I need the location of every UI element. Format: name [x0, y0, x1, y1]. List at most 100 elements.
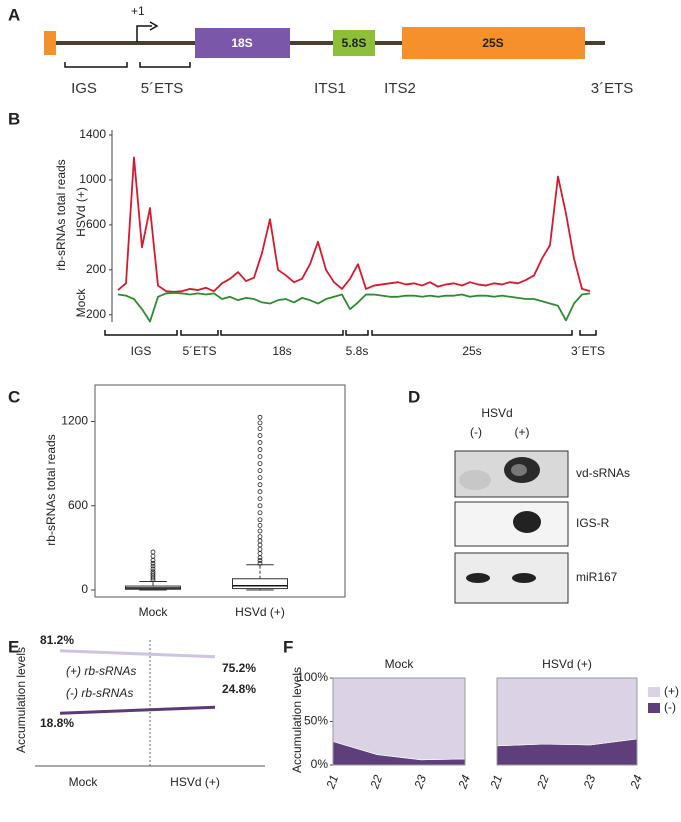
outlier	[257, 551, 263, 556]
series-name: Mock	[74, 288, 88, 318]
y-tick-label: 1400	[79, 127, 106, 141]
value-label: 81.2%	[40, 633, 74, 647]
region-label: 25s	[462, 344, 481, 358]
x-tick-label: 22	[534, 773, 552, 792]
value-label: 75.2%	[222, 661, 256, 675]
outlier	[257, 414, 263, 420]
outlier	[257, 560, 263, 566]
row-label: IGS-R	[576, 516, 610, 530]
y-tick-label: 0	[81, 582, 88, 596]
gene-label: 25S	[482, 36, 503, 50]
y-tick-label: 600	[68, 498, 88, 512]
panel-letter: B	[8, 109, 20, 128]
strip	[497, 655, 637, 675]
outlier	[150, 563, 156, 569]
outlier	[257, 558, 263, 563]
x-tick-label: HSVd (+)	[235, 605, 285, 619]
gene-label: 5.8S	[342, 36, 367, 50]
outlier	[257, 475, 263, 481]
x-tick-label: 23	[411, 773, 429, 792]
legend-label: (-)	[664, 700, 676, 714]
tss-label: +1	[131, 4, 145, 18]
lane-label: (+)	[515, 425, 530, 439]
y-tick-label: 1200	[61, 414, 88, 428]
series-line	[59, 705, 216, 715]
region-bracket	[180, 330, 219, 336]
value-label: 24.8%	[222, 682, 256, 696]
series-line	[117, 156, 591, 293]
outlier	[150, 549, 156, 555]
outlier	[257, 503, 263, 509]
region-bracket	[104, 330, 178, 336]
outlier	[257, 528, 263, 534]
region-label: 18s	[272, 344, 291, 358]
legend-swatch	[648, 687, 660, 697]
outlier	[257, 538, 263, 544]
bracket	[64, 62, 128, 68]
outlier	[257, 482, 263, 488]
outlier	[257, 433, 263, 438]
outlier	[257, 546, 263, 552]
box	[232, 578, 288, 590]
lane-label: (-)	[470, 425, 482, 439]
strip	[333, 655, 465, 675]
gene-box	[44, 31, 56, 55]
region-label: ITS1	[314, 80, 346, 97]
region-bracket	[579, 330, 597, 336]
area	[332, 677, 466, 761]
outlier	[257, 489, 263, 495]
y-tick-label: 100%	[297, 670, 328, 684]
outlier	[257, 461, 263, 467]
x-tick-label: 24	[627, 773, 645, 792]
region-label: 5´ETS	[182, 344, 216, 358]
blot-band	[511, 464, 527, 476]
outlier	[150, 558, 156, 563]
x-tick-label: HSVd (+)	[170, 775, 220, 789]
outlier	[257, 555, 263, 561]
x-tick-label: 21	[487, 773, 505, 791]
outlier	[257, 510, 263, 516]
y-tick-label: 50%	[304, 714, 328, 728]
panel-letter: E	[8, 637, 19, 656]
series-name: (-) rb-sRNAs	[66, 686, 133, 700]
blot-band	[513, 511, 541, 533]
value-label: 18.8%	[40, 716, 74, 730]
plot-frame	[94, 384, 346, 598]
blot-smear	[459, 470, 491, 490]
x-tick-label: 21	[323, 773, 341, 791]
outlier	[257, 454, 263, 460]
region-label: ITS2	[384, 80, 416, 97]
x-tick-label: Mock	[139, 605, 169, 619]
northern-blot: HSVd (-) (+) vd-sRNAs IGS-R miR167	[454, 406, 630, 604]
panel-letter: D	[408, 387, 420, 406]
outlier	[257, 517, 263, 523]
blot-band	[512, 573, 536, 583]
series-line	[117, 291, 591, 323]
region-label: 3´ETS	[591, 80, 634, 97]
x-tick-label: 22	[367, 773, 385, 792]
x-tick-label: 23	[580, 773, 598, 792]
facet-title: HSVd (+)	[542, 657, 592, 671]
legend-label: (+)	[664, 684, 679, 698]
outlier	[257, 468, 263, 474]
region-label: IGS	[131, 344, 152, 358]
blot-title: HSVd	[481, 406, 512, 420]
outlier	[257, 534, 263, 540]
outlier	[150, 553, 156, 559]
outlier	[257, 440, 263, 445]
region-bracket	[220, 330, 344, 336]
row-label: vd-sRNAs	[576, 466, 630, 480]
panel-frame	[332, 677, 466, 766]
outlier	[150, 566, 156, 572]
region-label: IGS	[71, 80, 97, 97]
series-line	[59, 649, 216, 659]
outlier	[150, 560, 156, 566]
outlier	[257, 542, 263, 548]
y-axis-title: rb-sRNAs total reads	[54, 159, 68, 270]
series-name: (+) rb-sRNAs	[66, 664, 136, 678]
blot-strip	[454, 501, 569, 547]
tss-arrowhead	[149, 21, 159, 31]
outlier	[150, 569, 156, 575]
region-label: 3´ETS	[571, 344, 605, 358]
